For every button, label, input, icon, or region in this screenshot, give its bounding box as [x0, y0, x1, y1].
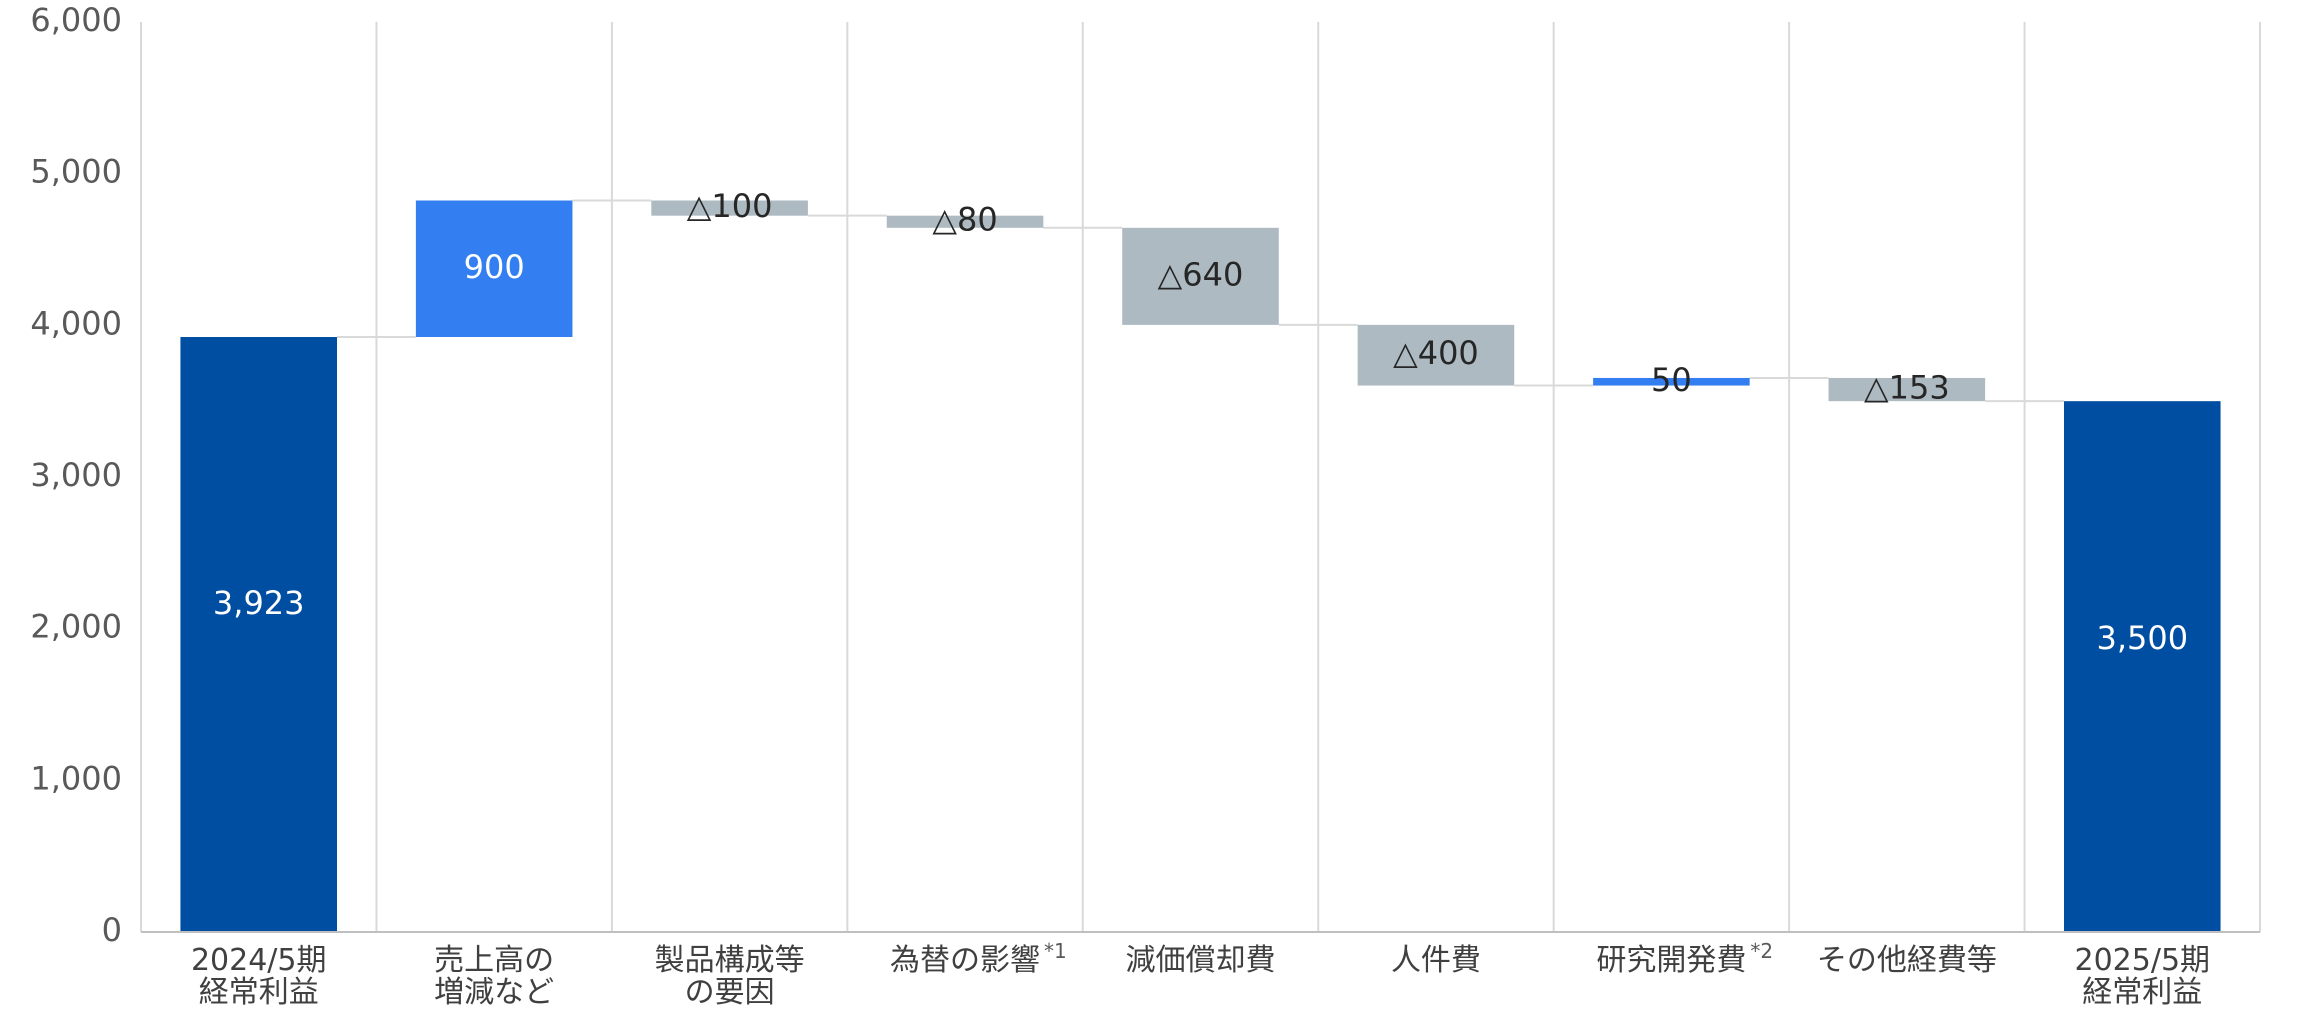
x-tick-label: 売上高の [434, 943, 554, 978]
data-label: 3,500 [2096, 619, 2188, 657]
x-tick-label: 製品構成等 [655, 943, 805, 978]
y-tick-label: 4,000 [30, 304, 122, 342]
y-tick-label: 2,000 [30, 608, 122, 646]
x-tick-label: 減価償却費 [1126, 943, 1276, 978]
x-tick-label: の要因 [685, 975, 775, 1010]
value-labels: 3,923 900 △100 △80 △640 △400 50 △153 3,500 [213, 187, 2188, 657]
y-tick-label: 5,000 [30, 153, 122, 191]
data-label: △80 [932, 201, 997, 239]
data-label: △400 [1393, 334, 1479, 372]
y-tick-label: 1,000 [30, 759, 122, 797]
y-axis: 0 1,000 2,000 3,000 4,000 5,000 6,000 [30, 1, 122, 949]
bar-total [180, 337, 337, 932]
x-tick-label: 研究開発費 [1596, 943, 1746, 978]
x-tick-label: その他経費等 [1817, 943, 1997, 978]
x-tick-label: 人件費 [1391, 943, 1481, 978]
data-label: △640 [1158, 255, 1244, 293]
footnote-marker: *1 [1044, 939, 1067, 963]
y-tick-label: 0 [102, 911, 122, 949]
x-axis: 2024/5期経常利益売上高の増減など製品構成等の要因為替の影響 *1 減価償却費人… [141, 932, 2260, 1010]
x-tick-label: 経常利益 [2082, 975, 2202, 1010]
y-tick-label: 6,000 [30, 1, 122, 39]
footnote-marker: *2 [1750, 939, 1773, 963]
category-separators [141, 22, 2260, 932]
x-tick-label: 2024/5期 [191, 943, 327, 978]
data-label: 3,923 [213, 584, 305, 622]
x-tick-label: 2025/5期 [2075, 943, 2211, 978]
y-tick-label: 3,000 [30, 456, 122, 494]
data-label: 50 [1651, 361, 1692, 399]
bar-total [2064, 401, 2221, 932]
data-label: △100 [687, 187, 773, 225]
data-label: 900 [464, 248, 525, 286]
x-tick-label: 経常利益 [199, 975, 319, 1010]
x-tick-label: 増減など [434, 975, 554, 1010]
data-label: △153 [1864, 369, 1950, 407]
x-tick-label: 為替の影響 [890, 943, 1040, 978]
bars [180, 201, 2220, 932]
